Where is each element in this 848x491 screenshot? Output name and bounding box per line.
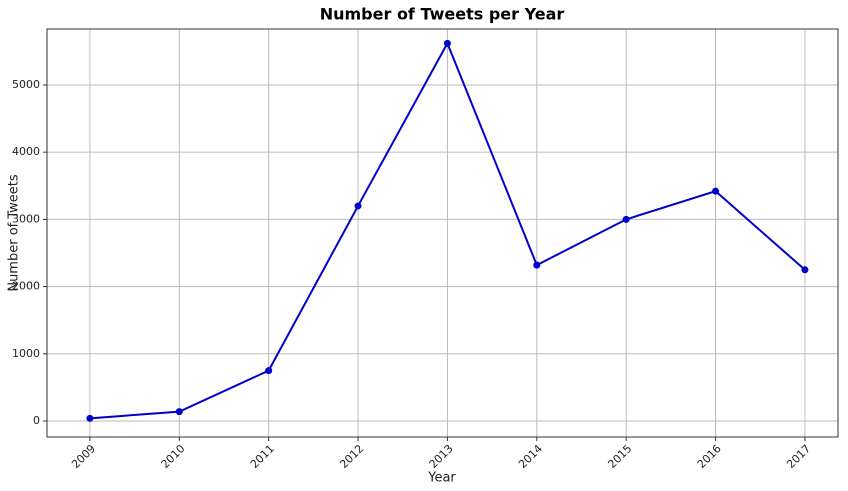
x-tick-label: 2014: [516, 442, 545, 471]
y-tick-label: 2000: [12, 280, 40, 293]
y-tick-label: 1000: [12, 347, 40, 360]
x-tick-label: 2010: [159, 442, 188, 471]
x-axis-label: Year: [427, 471, 456, 486]
y-tick-label: 4000: [12, 145, 40, 158]
data-point: [443, 39, 451, 47]
data-point: [354, 202, 362, 210]
data-point: [801, 266, 809, 274]
x-tick-label: 2015: [605, 442, 634, 471]
data-point: [265, 367, 273, 375]
y-axis-label: Number of Tweets: [7, 174, 22, 292]
y-tick-label: 5000: [12, 78, 40, 91]
plot-frame: [46, 28, 839, 438]
y-tick-label: 0: [33, 414, 40, 427]
x-tick-label: 2009: [69, 442, 98, 471]
data-point: [533, 261, 541, 269]
data-point: [175, 408, 183, 416]
x-tick-label: 2012: [337, 442, 366, 471]
data-point: [712, 187, 720, 195]
x-tick-label: 2013: [427, 442, 456, 471]
x-tick-label: 2016: [695, 442, 724, 471]
x-tick-label: 2017: [784, 442, 813, 471]
data-point: [86, 414, 94, 422]
chart-title: Number of Tweets per Year: [320, 5, 565, 24]
data-point: [622, 215, 630, 223]
x-tick-label: 2011: [248, 442, 277, 471]
y-tick-label: 3000: [12, 212, 40, 225]
